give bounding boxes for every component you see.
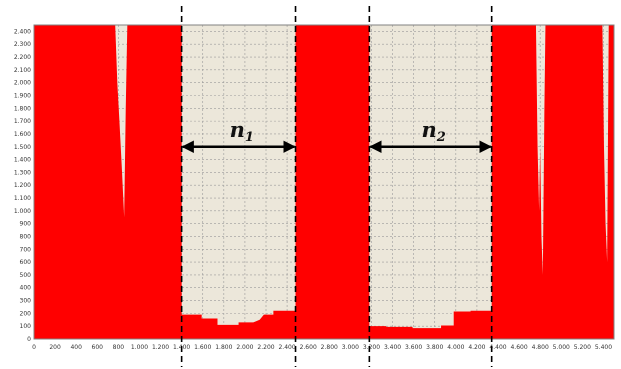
y-tick-label: 400	[20, 285, 32, 292]
x-tick-label: 5.400	[595, 344, 612, 351]
interval-label-subscript: 1	[245, 130, 254, 145]
x-axis-ticks: 02004006008001.0001.2001.4001.6001.8002.…	[32, 344, 612, 351]
y-tick-label: 100	[20, 323, 32, 330]
interval-label-subscript: 2	[436, 130, 446, 145]
interval-label: n2	[422, 117, 446, 145]
x-tick-label: 3.200	[363, 344, 380, 351]
y-tick-label: 2.000	[14, 80, 31, 87]
x-tick-label: 1.000	[131, 344, 148, 351]
x-tick-label: 3.400	[384, 344, 401, 351]
x-tick-label: 5.200	[574, 344, 591, 351]
interval-annotations: n1 n2	[181, 117, 492, 154]
x-tick-label: 2.600	[300, 344, 317, 351]
x-tick-label: 3.000	[342, 344, 359, 351]
x-tick-label: 1.600	[194, 344, 211, 351]
series-area	[34, 25, 614, 339]
x-tick-label: 400	[70, 344, 82, 351]
x-tick-label: 1.800	[215, 344, 232, 351]
y-tick-label: 1.500	[14, 144, 31, 151]
x-tick-label: 4.600	[510, 344, 527, 351]
x-tick-label: 2.800	[321, 344, 338, 351]
y-tick-label: 500	[20, 272, 32, 279]
x-tick-label: 2.000	[236, 344, 253, 351]
x-tick-label: 4.200	[468, 344, 485, 351]
y-tick-label: 1.600	[14, 131, 31, 138]
y-tick-label: 1.100	[14, 195, 31, 202]
y-tick-label: 2.400	[14, 28, 31, 35]
y-tick-label: 1.300	[14, 169, 31, 176]
y-tick-label: 1.700	[14, 118, 31, 125]
y-tick-label: 0	[27, 336, 31, 343]
y-tick-label: 1.000	[14, 208, 31, 215]
x-tick-label: 5.000	[553, 344, 570, 351]
x-tick-label: 800	[113, 344, 125, 351]
x-tick-label: 0	[32, 344, 36, 351]
divider-lines	[180, 6, 493, 367]
y-tick-label: 1.800	[14, 105, 31, 112]
x-tick-label: 200	[49, 344, 61, 351]
y-tick-label: 600	[20, 259, 32, 266]
x-tick-label: 3.800	[426, 344, 443, 351]
y-tick-label: 2.300	[14, 41, 31, 48]
x-tick-label: 4.000	[447, 344, 464, 351]
x-tick-label: 2.200	[257, 344, 274, 351]
y-tick-label: 1.400	[14, 157, 31, 164]
x-tick-label: 1.200	[152, 344, 169, 351]
y-tick-label: 1.900	[14, 92, 31, 99]
y-tick-label: 700	[20, 246, 32, 253]
x-tick-label: 3.600	[405, 344, 422, 351]
y-tick-label: 200	[20, 310, 32, 317]
y-tick-label: 1.200	[14, 182, 31, 189]
x-tick-label: 4.800	[532, 344, 549, 351]
y-tick-label: 300	[20, 298, 32, 305]
plot-frame	[33, 24, 615, 340]
y-tick-label: 2.200	[14, 54, 31, 61]
x-tick-label: 2.400	[278, 344, 295, 351]
y-tick-label: 800	[20, 233, 32, 240]
y-axis-ticks: 0 100 200 300 400 500 600 700 800 900 1.000 1.100 1.…	[14, 28, 31, 343]
y-tick-label: 900	[20, 221, 32, 228]
series-fill	[34, 25, 614, 339]
x-tick-label: 600	[92, 344, 104, 351]
x-tick-label: 4.400	[489, 344, 506, 351]
y-tick-label: 2.100	[14, 67, 31, 74]
